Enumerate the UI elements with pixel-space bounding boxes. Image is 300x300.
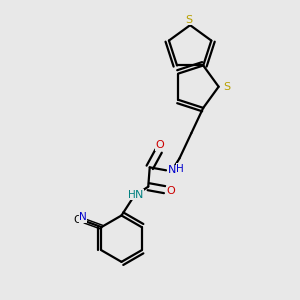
Text: N: N: [79, 212, 87, 222]
Text: O: O: [167, 186, 176, 196]
Text: C: C: [74, 215, 81, 225]
Text: S: S: [224, 82, 230, 92]
Text: H: H: [128, 190, 136, 200]
Text: S: S: [185, 15, 192, 25]
Text: O: O: [156, 140, 164, 150]
Text: H: H: [176, 164, 184, 174]
Text: N: N: [168, 165, 176, 175]
Text: N: N: [135, 190, 143, 200]
